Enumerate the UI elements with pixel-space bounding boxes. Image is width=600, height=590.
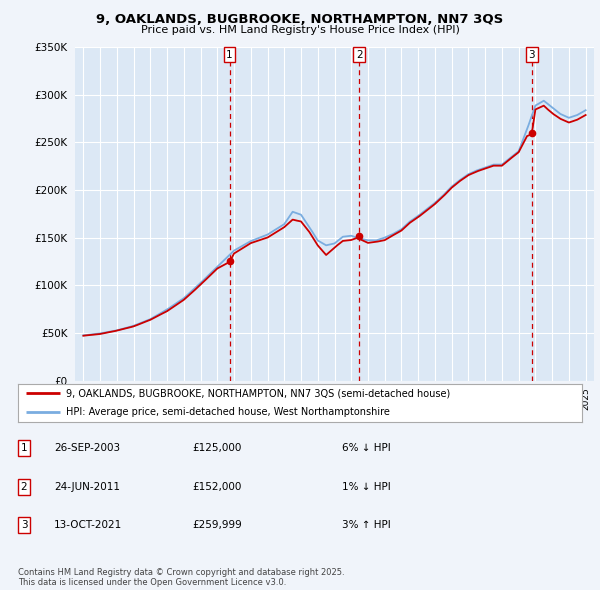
Text: 3: 3: [529, 50, 535, 60]
Text: Contains HM Land Registry data © Crown copyright and database right 2025.
This d: Contains HM Land Registry data © Crown c…: [18, 568, 344, 587]
Text: 13-OCT-2021: 13-OCT-2021: [54, 520, 122, 530]
Text: HPI: Average price, semi-detached house, West Northamptonshire: HPI: Average price, semi-detached house,…: [66, 407, 390, 417]
Text: 2: 2: [20, 482, 28, 491]
Text: £152,000: £152,000: [192, 482, 241, 491]
Text: 1: 1: [226, 50, 233, 60]
Text: 2: 2: [356, 50, 362, 60]
Text: Price paid vs. HM Land Registry's House Price Index (HPI): Price paid vs. HM Land Registry's House …: [140, 25, 460, 35]
Text: £125,000: £125,000: [192, 444, 241, 453]
Text: 1% ↓ HPI: 1% ↓ HPI: [342, 482, 391, 491]
Text: 9, OAKLANDS, BUGBROOKE, NORTHAMPTON, NN7 3QS (semi-detached house): 9, OAKLANDS, BUGBROOKE, NORTHAMPTON, NN7…: [66, 388, 450, 398]
Text: 6% ↓ HPI: 6% ↓ HPI: [342, 444, 391, 453]
Text: £259,999: £259,999: [192, 520, 242, 530]
Text: 26-SEP-2003: 26-SEP-2003: [54, 444, 120, 453]
Text: 24-JUN-2011: 24-JUN-2011: [54, 482, 120, 491]
Text: 3: 3: [20, 520, 28, 530]
Text: 9, OAKLANDS, BUGBROOKE, NORTHAMPTON, NN7 3QS: 9, OAKLANDS, BUGBROOKE, NORTHAMPTON, NN7…: [97, 13, 503, 26]
Text: 1: 1: [20, 444, 28, 453]
Text: 3% ↑ HPI: 3% ↑ HPI: [342, 520, 391, 530]
